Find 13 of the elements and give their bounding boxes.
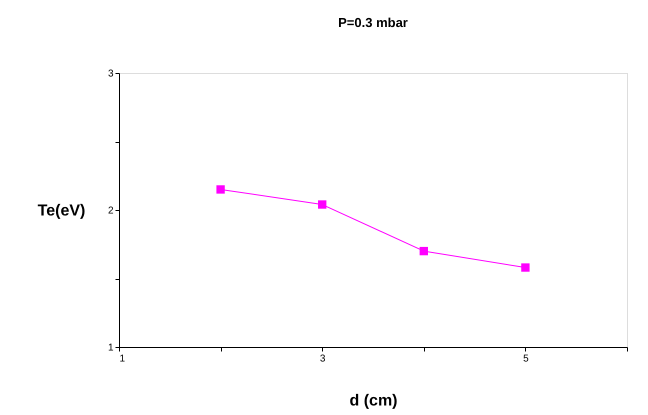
y-tick-label: 2 [108, 206, 114, 216]
point [216, 185, 225, 194]
y-tick-label: 1 [108, 342, 114, 354]
chart-title: P=0.3 mbar [338, 15, 408, 30]
x-tick-label: 3 [320, 354, 326, 364]
point [420, 246, 428, 256]
point [521, 263, 530, 272]
x-tick-label: 5 [523, 354, 530, 364]
y-tick-label: 3 [108, 68, 114, 80]
point [318, 200, 326, 209]
x-axis-title: d (cm) [350, 392, 398, 410]
y-axis-title: Te(eV) [38, 202, 86, 220]
x-tick-label: 1 [120, 354, 126, 364]
